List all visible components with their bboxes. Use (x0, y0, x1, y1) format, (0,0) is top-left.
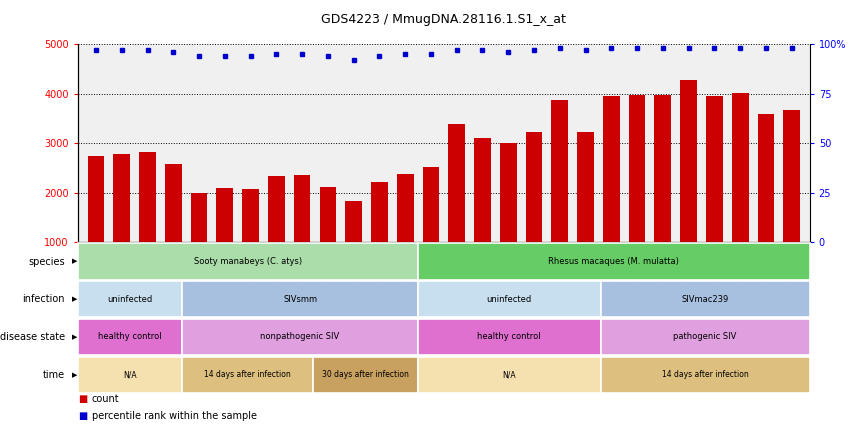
Bar (87, 155, 104, 291)
Text: species: species (29, 257, 65, 266)
Bar (655, 95, 671, 291)
Bar (603, 96, 620, 291)
Bar (423, 167, 439, 291)
Text: 14 days after infection: 14 days after infection (662, 370, 748, 379)
Bar (346, 202, 362, 291)
Bar (577, 132, 594, 291)
Text: pathogenic SIV: pathogenic SIV (674, 333, 737, 341)
Text: ■: ■ (78, 394, 87, 404)
Text: uninfected: uninfected (107, 295, 152, 304)
Text: N/A: N/A (123, 370, 137, 379)
Text: healthy control: healthy control (99, 333, 162, 341)
Bar (268, 176, 285, 291)
Bar (526, 132, 542, 291)
Bar (758, 114, 774, 291)
Text: ▶: ▶ (72, 296, 77, 302)
Text: 14 days after infection: 14 days after infection (204, 370, 291, 379)
Text: Sooty manabeys (C. atys): Sooty manabeys (C. atys) (194, 257, 302, 266)
Bar (680, 80, 697, 291)
Bar (629, 95, 645, 291)
Text: ■: ■ (78, 412, 87, 421)
Bar (732, 93, 748, 291)
Text: disease state: disease state (0, 332, 65, 342)
Bar (294, 175, 311, 291)
Bar (784, 110, 800, 291)
Bar (165, 164, 182, 291)
Text: healthy control: healthy control (477, 333, 541, 341)
Bar (242, 189, 259, 291)
Text: time: time (42, 370, 65, 380)
Bar (113, 154, 130, 291)
Text: ▶: ▶ (72, 334, 77, 340)
Bar (474, 138, 491, 291)
Bar (500, 143, 517, 291)
Bar (216, 188, 233, 291)
Text: nonpathogenic SIV: nonpathogenic SIV (261, 333, 339, 341)
Text: SIVmac239: SIVmac239 (682, 295, 729, 304)
Text: N/A: N/A (502, 370, 516, 379)
Bar (139, 152, 156, 291)
Text: 30 days after infection: 30 days after infection (322, 370, 409, 379)
Text: GDS4223 / MmugDNA.28116.1.S1_x_at: GDS4223 / MmugDNA.28116.1.S1_x_at (321, 13, 566, 26)
Text: uninfected: uninfected (487, 295, 532, 304)
Bar (706, 96, 723, 291)
Bar (449, 124, 465, 291)
Text: percentile rank within the sample: percentile rank within the sample (92, 412, 257, 421)
Bar (191, 193, 208, 291)
Bar (552, 100, 568, 291)
Text: ▶: ▶ (72, 372, 77, 378)
Text: infection: infection (23, 294, 65, 304)
Text: SIVsmm: SIVsmm (283, 295, 317, 304)
Text: Rhesus macaques (M. mulatta): Rhesus macaques (M. mulatta) (548, 257, 679, 266)
Text: count: count (92, 394, 120, 404)
Bar (371, 182, 388, 291)
Bar (397, 174, 414, 291)
Bar (320, 186, 336, 291)
Text: ▶: ▶ (72, 258, 77, 265)
